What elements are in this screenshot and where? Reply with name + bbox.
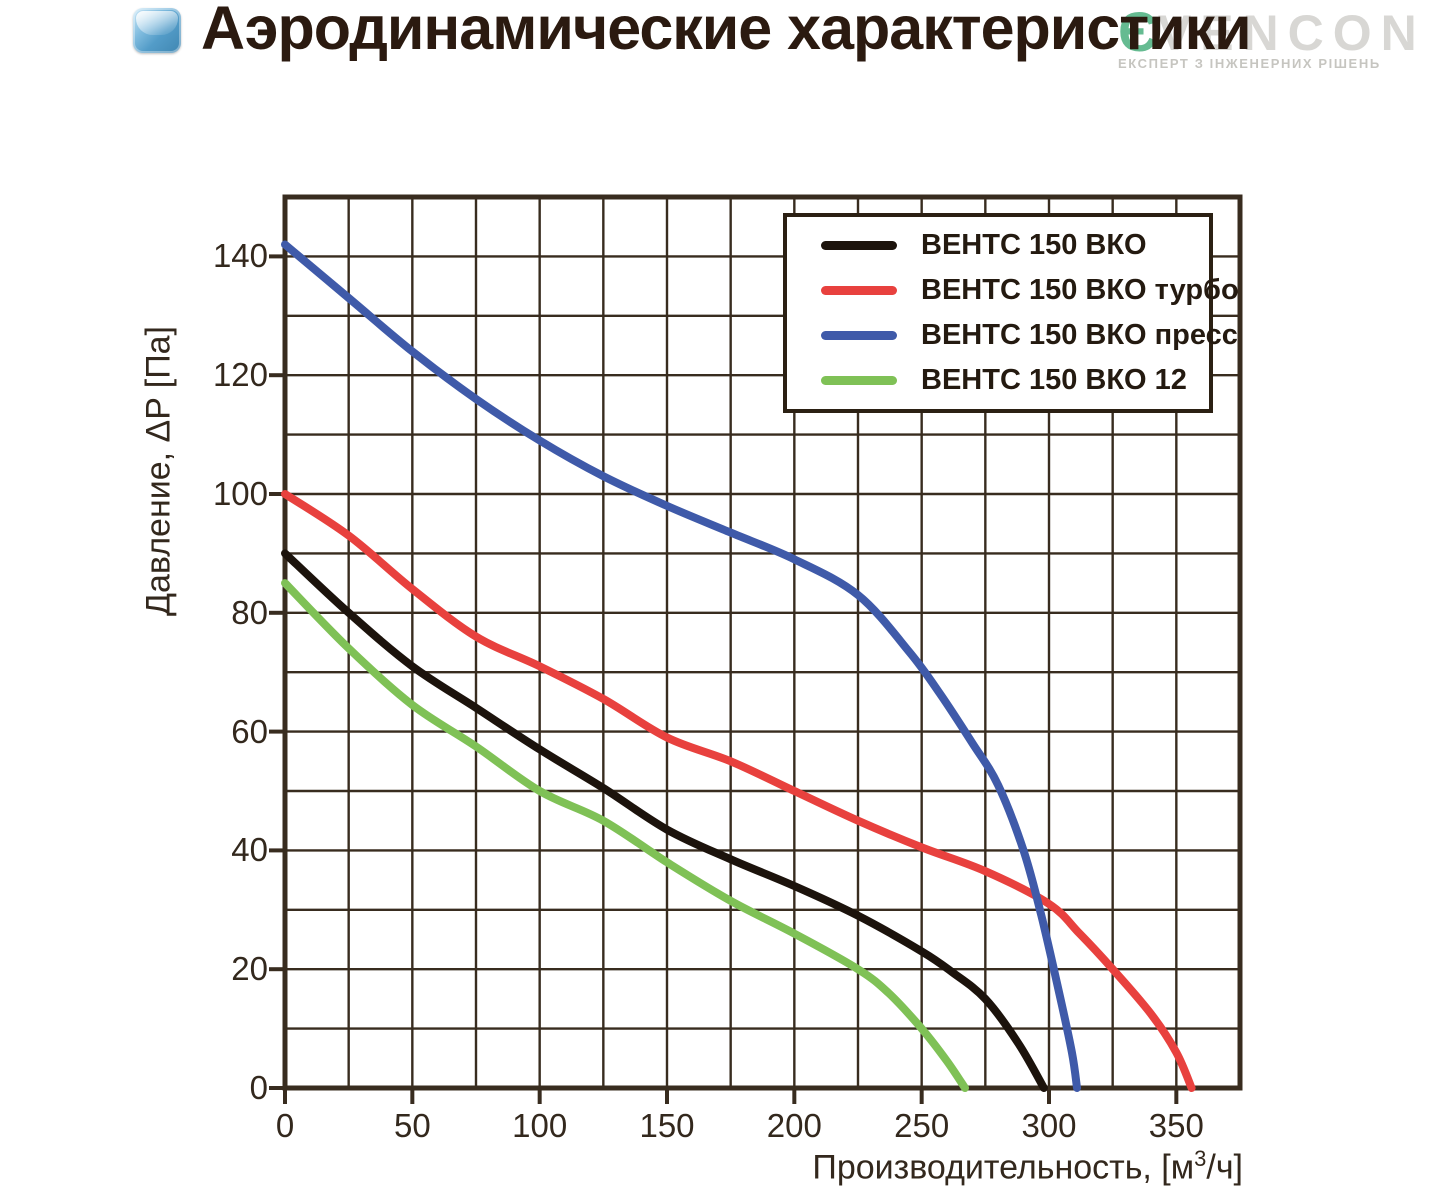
- plot-border: [282, 194, 1243, 1091]
- page-title: Аэродинамические характеристики: [201, 0, 1252, 62]
- x-axis-title-suffix: /ч]: [1206, 1148, 1243, 1187]
- legend-line-swatch: [821, 241, 897, 250]
- legend-line-swatch: [821, 376, 897, 385]
- watermark: ЄVENCON ЕКСПЕРТ З ІНЖЕНЕРНИХ РІШЕНЬ: [1118, 4, 1426, 72]
- x-tick-label: 150: [639, 1107, 695, 1144]
- y-tick-label: 40: [231, 831, 268, 869]
- x-tick-label: 0: [275, 1107, 295, 1144]
- legend-label: ВЕНТС 150 ВКО: [921, 229, 1147, 261]
- legend-line-swatch: [821, 331, 897, 340]
- legend-item: ВЕНТС 150 ВКО 12: [821, 364, 1201, 397]
- page-header: Аэродинамические характеристики: [0, 0, 1455, 80]
- legend-label: ВЕНТС 150 ВКО пресс: [921, 319, 1238, 351]
- x-tick-label: 200: [766, 1107, 822, 1144]
- legend-item: ВЕНТС 150 ВКО пресс: [821, 319, 1238, 352]
- legend-item: ВЕНТС 150 ВКО: [821, 229, 1201, 262]
- x-tick-label: 300: [1021, 1107, 1077, 1144]
- watermark-brand: VENCON: [1157, 5, 1426, 61]
- x-tick-label: 100: [512, 1107, 568, 1144]
- y-tick-label: 20: [231, 950, 268, 988]
- series-line-2: [281, 240, 1081, 1092]
- y-tick-label: 100: [212, 475, 268, 512]
- y-tick-label: 80: [231, 593, 268, 631]
- icon-gloss: [136, 11, 178, 35]
- series-line-0: [281, 549, 1048, 1092]
- y-axis-title-text: Давление, ΔP [Па]: [139, 326, 178, 616]
- legend: ВЕНТС 150 ВКО ВЕНТС 150 ВКО турбо ВЕНТС 15…: [783, 213, 1239, 413]
- legend-item: ВЕНТС 150 ВКО турбо: [821, 274, 1239, 307]
- x-tick-label: 350: [1148, 1107, 1204, 1144]
- y-tick-label: 60: [231, 712, 268, 750]
- x-axis-title: Производительность, [м3/ч]: [743, 1146, 1243, 1187]
- y-tick-label: 0: [249, 1069, 268, 1106]
- series-line-1: [281, 490, 1196, 1092]
- x-axis-title-text: Производительность, [м: [812, 1148, 1195, 1187]
- y-tick-label: 120: [212, 356, 268, 394]
- legend-line-swatch: [821, 286, 897, 295]
- x-tick-label: 50: [393, 1107, 431, 1144]
- x-axis-title-sup: 3: [1194, 1146, 1207, 1171]
- series-line-3: [281, 579, 969, 1092]
- x-tick-label: 250: [894, 1107, 950, 1144]
- watermark-logo-icon: Є: [1118, 0, 1158, 63]
- legend-label: ВЕНТС 150 ВКО турбо: [921, 274, 1239, 306]
- y-tick-label: 140: [212, 237, 268, 275]
- bullet-square-icon: [133, 8, 181, 53]
- watermark-tagline: ЕКСПЕРТ З ІНЖЕНЕРНИХ РІШЕНЬ: [1118, 56, 1381, 71]
- legend-label: ВЕНТС 150 ВКО 12: [921, 364, 1187, 396]
